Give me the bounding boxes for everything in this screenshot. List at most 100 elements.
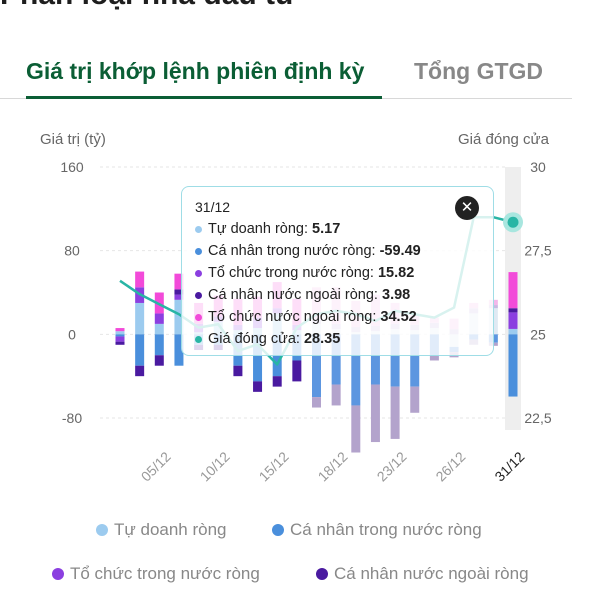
bar-segment xyxy=(253,381,263,392)
chart-tooltip: 31/12 ✕ Tự doanh ròng: 5.17 Cá nhân tron… xyxy=(181,186,494,356)
bar-segment xyxy=(312,397,321,408)
bar-segment xyxy=(253,334,263,382)
dot-icon xyxy=(195,225,202,233)
bar-segment xyxy=(174,334,184,366)
bar-segment xyxy=(135,271,145,288)
x-tick-label: 26/12 xyxy=(432,448,468,484)
y2-tick-label: 22,5 xyxy=(524,410,551,426)
bar-segment xyxy=(174,299,184,335)
tooltip-row-to-chuc-trong-nuoc: Tổ chức trong nước ròng: 15.82 xyxy=(195,265,414,281)
tooltip-row-tu-doanh: Tự doanh ròng: 5.17 xyxy=(195,221,340,237)
bar-segment xyxy=(351,334,361,406)
tooltip-value: 28.35 xyxy=(303,331,341,347)
bar-segment xyxy=(233,365,243,377)
x-tick-label: 18/12 xyxy=(315,448,351,484)
tab-bar: Giá trị khớp lệnh phiên định kỳ Tổng GTG… xyxy=(0,50,572,100)
close-icon[interactable]: ✕ xyxy=(455,196,479,220)
y2-tick-label: 25 xyxy=(530,326,546,342)
bar-segment xyxy=(331,384,341,406)
bar-segment xyxy=(135,334,145,366)
legend-label: Cá nhân nước ngoài ròng xyxy=(334,564,529,583)
bar-segment xyxy=(410,386,420,413)
bar-segment xyxy=(154,313,164,324)
bar-segment xyxy=(331,334,341,385)
bar-segment xyxy=(154,334,164,356)
tooltip-value: 5.17 xyxy=(312,221,341,237)
tooltip-row-gia-dong-cua: Giá đóng cửa: 28.35 xyxy=(195,331,340,347)
tooltip-value: 34.52 xyxy=(380,309,417,325)
bar-segment xyxy=(115,334,125,337)
tooltip-row-ca-nhan-nuoc-ngoai: Cá nhân nước ngoài ròng: 3.98 xyxy=(195,287,410,303)
bar-segment xyxy=(429,355,439,361)
page-heading: Phân loại nhà đầu tư xyxy=(0,0,297,12)
tooltip-label: Cá nhân trong nước ròng: xyxy=(208,243,376,259)
dot-icon xyxy=(195,313,202,321)
legend-item-tu-doanh[interactable]: Tự doanh ròng xyxy=(96,520,227,540)
dot-icon xyxy=(195,247,202,255)
y-tick-label: 80 xyxy=(64,243,80,259)
bar-segment xyxy=(154,323,164,335)
y-tick-label: 160 xyxy=(60,159,84,175)
y-axis-title: Giá trị (tỷ) xyxy=(40,131,106,148)
bar-segment xyxy=(115,341,125,345)
bar-segment xyxy=(508,334,518,397)
bar-segment xyxy=(154,355,164,366)
y2-axis-title: Giá đóng cửa xyxy=(458,131,549,148)
tooltip-value: 15.82 xyxy=(377,265,415,281)
x-tick-label: 05/12 xyxy=(138,448,174,484)
legend-dot-icon xyxy=(52,568,64,580)
tooltip-label: Tổ chức nước ngoài ròng: xyxy=(208,309,377,325)
bar-segment xyxy=(351,405,361,453)
bar-segment xyxy=(410,334,420,387)
legend-dot-icon xyxy=(96,524,108,536)
tooltip-label: Tự doanh ròng: xyxy=(208,221,308,237)
tooltip-row-to-chuc-nuoc-ngoai: Tổ chức nước ngoài ròng: 34.52 xyxy=(195,309,417,325)
bar-segment xyxy=(174,289,184,295)
y2-tick-label: 27,5 xyxy=(524,243,551,259)
bar-segment xyxy=(272,376,282,387)
y-tick-label: 0 xyxy=(68,326,76,342)
tooltip-label: Cá nhân nước ngoài ròng: xyxy=(208,287,378,303)
price-marker xyxy=(507,216,519,228)
tooltip-date: 31/12 xyxy=(195,199,231,215)
dot-icon xyxy=(195,291,202,299)
dot-icon xyxy=(195,269,202,277)
legend-dot-icon xyxy=(272,524,284,536)
bar-segment xyxy=(390,334,400,387)
legend-dot-icon xyxy=(316,568,328,580)
tooltip-label: Giá đóng cửa: xyxy=(208,331,300,347)
bar-segment xyxy=(115,331,125,335)
legend-label: Cá nhân trong nước ròng xyxy=(290,520,482,539)
bar-segment xyxy=(292,360,302,382)
tooltip-row-ca-nhan-trong-nuoc: Cá nhân trong nước ròng: -59.49 xyxy=(195,243,421,259)
legend-label: Tự doanh ròng xyxy=(114,520,227,539)
tab-khop-lenh[interactable]: Giá trị khớp lệnh phiên định kỳ xyxy=(26,58,365,84)
bar-segment xyxy=(174,273,184,290)
bar-segment xyxy=(370,334,380,385)
legend-item-to-chuc-trong-nuoc[interactable]: Tổ chức trong nước ròng xyxy=(52,564,260,584)
tooltip-value: -59.49 xyxy=(379,243,421,259)
active-tab-indicator xyxy=(26,96,382,99)
legend-item-ca-nhan-nuoc-ngoai[interactable]: Cá nhân nước ngoài ròng xyxy=(316,564,529,584)
bar-segment xyxy=(508,328,518,335)
legend-item-ca-nhan-trong-nuoc[interactable]: Cá nhân trong nước ròng xyxy=(272,520,482,540)
bar-segment xyxy=(508,272,518,309)
bar-segment xyxy=(135,365,145,377)
bar-segment xyxy=(508,312,518,329)
bar-segment xyxy=(115,336,125,342)
bar-segment xyxy=(370,384,380,443)
bar-segment xyxy=(508,308,518,313)
tooltip-value: 3.98 xyxy=(382,287,411,303)
bar-segment xyxy=(135,302,145,335)
y2-tick-label: 30 xyxy=(530,159,546,175)
x-tick-label: 10/12 xyxy=(197,448,233,484)
bar-segment xyxy=(115,328,125,332)
x-tick-label: 15/12 xyxy=(256,448,292,484)
bar-segment xyxy=(174,294,184,300)
y-tick-label: -80 xyxy=(62,410,82,426)
tooltip-label: Tổ chức trong nước ròng: xyxy=(208,265,374,281)
tab-tong-gtgd[interactable]: Tổng GTGD xyxy=(414,58,544,84)
legend-label: Tổ chức trong nước ròng xyxy=(70,564,260,583)
bar-segment xyxy=(390,386,400,439)
dot-icon xyxy=(195,335,202,343)
